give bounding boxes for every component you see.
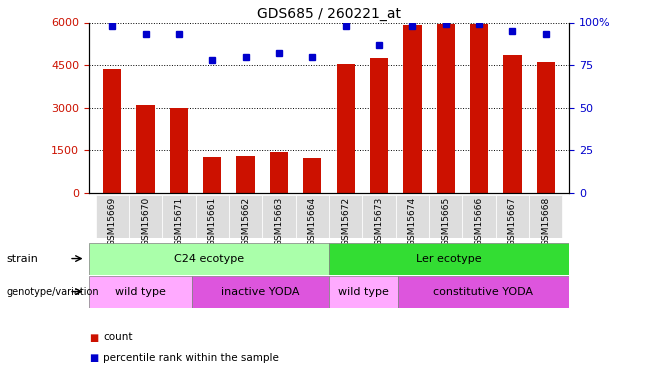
Text: count: count — [103, 333, 133, 342]
Text: inactive YODA: inactive YODA — [221, 286, 299, 297]
Text: GSM15662: GSM15662 — [241, 197, 250, 246]
Text: GSM15674: GSM15674 — [408, 197, 417, 246]
Bar — [470, 24, 488, 193]
Bar — [495, 195, 529, 238]
Bar — [163, 195, 195, 238]
Text: GSM15668: GSM15668 — [542, 197, 550, 246]
Bar — [329, 276, 397, 308]
Bar — [397, 276, 569, 308]
Bar — [303, 158, 322, 193]
Title: GDS685 / 260221_at: GDS685 / 260221_at — [257, 8, 401, 21]
Bar — [436, 24, 455, 193]
Bar — [191, 276, 329, 308]
Text: GSM15672: GSM15672 — [342, 197, 350, 246]
Bar — [195, 195, 229, 238]
Text: GSM15664: GSM15664 — [308, 197, 316, 246]
Text: ■: ■ — [89, 333, 98, 342]
Bar — [103, 69, 121, 193]
Bar — [203, 157, 222, 193]
Text: GSM15670: GSM15670 — [141, 197, 150, 246]
Bar — [370, 58, 388, 193]
Bar — [136, 105, 155, 193]
Text: GSM15666: GSM15666 — [474, 197, 484, 246]
Bar — [363, 195, 395, 238]
Text: GSM15665: GSM15665 — [442, 197, 450, 246]
Bar — [89, 276, 191, 308]
Text: percentile rank within the sample: percentile rank within the sample — [103, 353, 279, 363]
Bar — [329, 243, 569, 274]
Text: C24 ecotype: C24 ecotype — [174, 254, 244, 264]
Bar — [270, 152, 288, 193]
Bar — [95, 195, 129, 238]
Text: strain: strain — [7, 254, 38, 264]
Bar — [229, 195, 263, 238]
Text: genotype/variation: genotype/variation — [7, 286, 99, 297]
Bar — [429, 195, 463, 238]
Text: GSM15671: GSM15671 — [174, 197, 184, 246]
Bar — [329, 195, 363, 238]
Text: GSM15661: GSM15661 — [208, 197, 216, 246]
Bar — [263, 195, 295, 238]
Bar — [463, 195, 495, 238]
Text: ■: ■ — [89, 353, 98, 363]
Bar — [295, 195, 329, 238]
Text: Ler ecotype: Ler ecotype — [417, 254, 482, 264]
Bar — [395, 195, 429, 238]
Bar — [537, 62, 555, 193]
Bar — [503, 55, 522, 193]
Bar — [129, 195, 163, 238]
Bar — [89, 243, 329, 274]
Text: GSM15663: GSM15663 — [274, 197, 284, 246]
Text: GSM15669: GSM15669 — [108, 197, 116, 246]
Text: GSM15667: GSM15667 — [508, 197, 517, 246]
Bar — [236, 156, 255, 193]
Bar — [170, 108, 188, 193]
Bar — [336, 64, 355, 193]
Bar — [529, 195, 563, 238]
Text: constitutive YODA: constitutive YODA — [434, 286, 534, 297]
Bar — [403, 26, 422, 193]
Text: wild type: wild type — [338, 286, 389, 297]
Text: wild type: wild type — [115, 286, 166, 297]
Text: GSM15673: GSM15673 — [374, 197, 384, 246]
